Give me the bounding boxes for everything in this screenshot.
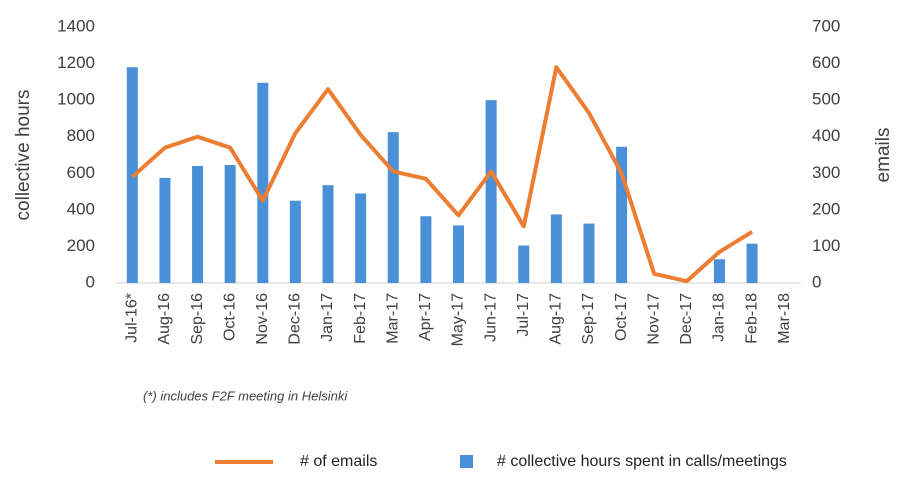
x-tick-label: Nov-17: [645, 293, 662, 345]
y-tick-label: 1000: [57, 90, 95, 109]
bar: [224, 165, 236, 283]
x-tick-label: Oct-16: [221, 293, 238, 341]
x-tick-label: Aug-17: [548, 293, 565, 345]
x-tick-label: Oct-17: [613, 293, 630, 341]
y2-tick-label: 500: [812, 90, 840, 109]
bar: [355, 193, 367, 283]
bar: [518, 245, 530, 283]
bar: [322, 185, 334, 283]
annotation: (*) includes F2F meeting in Helsinki: [143, 388, 348, 403]
x-tick-label: Feb-18: [743, 293, 760, 344]
y-tick-label: 600: [67, 163, 95, 182]
bar: [257, 82, 269, 284]
legend-label: # of emails: [300, 453, 377, 470]
x-tick-label: Dec-16: [287, 293, 304, 345]
x-tick-label: Sep-16: [189, 293, 206, 345]
bar: [289, 200, 301, 283]
x-tick-label: Jul-17: [515, 293, 532, 337]
x-tick-label: Jun-17: [482, 293, 499, 342]
y-tick-label: 0: [86, 272, 95, 291]
bar: [387, 132, 399, 283]
y2-tick-label: 600: [812, 53, 840, 72]
x-tick-label: Mar-17: [384, 293, 401, 344]
bar: [713, 259, 725, 283]
y2-tick-label: 700: [812, 16, 840, 35]
y2-tick-label: 0: [812, 272, 821, 291]
x-tick-label: Sep-17: [580, 293, 597, 345]
y-tick-label: 800: [67, 126, 95, 145]
bar: [159, 177, 171, 283]
bar: [192, 165, 204, 283]
x-tick-label: Jan-17: [319, 293, 336, 342]
y-tick-label: 400: [67, 199, 95, 218]
x-tick-label: Dec-17: [678, 293, 695, 345]
bar: [583, 223, 595, 283]
bar: [746, 243, 758, 283]
y2-tick-label: 400: [812, 126, 840, 145]
y-axis-title: collective hours: [13, 90, 34, 221]
line: [130, 65, 754, 284]
x-tick-label: Mar-18: [776, 293, 793, 344]
x-tick-label: Apr-17: [417, 293, 434, 341]
x-tick-label: Jan-18: [711, 293, 728, 342]
x-tick-label: Aug-16: [156, 293, 173, 345]
x-tick-label: Feb-17: [352, 293, 369, 344]
y-tick-label: 1200: [57, 53, 95, 72]
bar: [550, 214, 562, 283]
y2-tick-label: 100: [812, 236, 840, 255]
bar: [485, 100, 497, 284]
bar: [453, 225, 464, 283]
y2-tick-label: 300: [812, 163, 840, 182]
bar: [616, 146, 628, 283]
y-tick-label: 1400: [57, 16, 95, 35]
y2-tick-label: 200: [812, 199, 840, 218]
x-tick-label: May-17: [450, 293, 467, 346]
y-tick-label: 200: [67, 236, 95, 255]
x-tick-label: Nov-16: [254, 293, 271, 345]
y2-axis-title: emails: [873, 128, 894, 183]
x-tick-label: Jul-16*: [124, 293, 141, 343]
bar: [420, 216, 432, 283]
legend-label: # collective hours spent in calls/meetin…: [497, 453, 787, 470]
legend-swatch: [460, 455, 473, 468]
